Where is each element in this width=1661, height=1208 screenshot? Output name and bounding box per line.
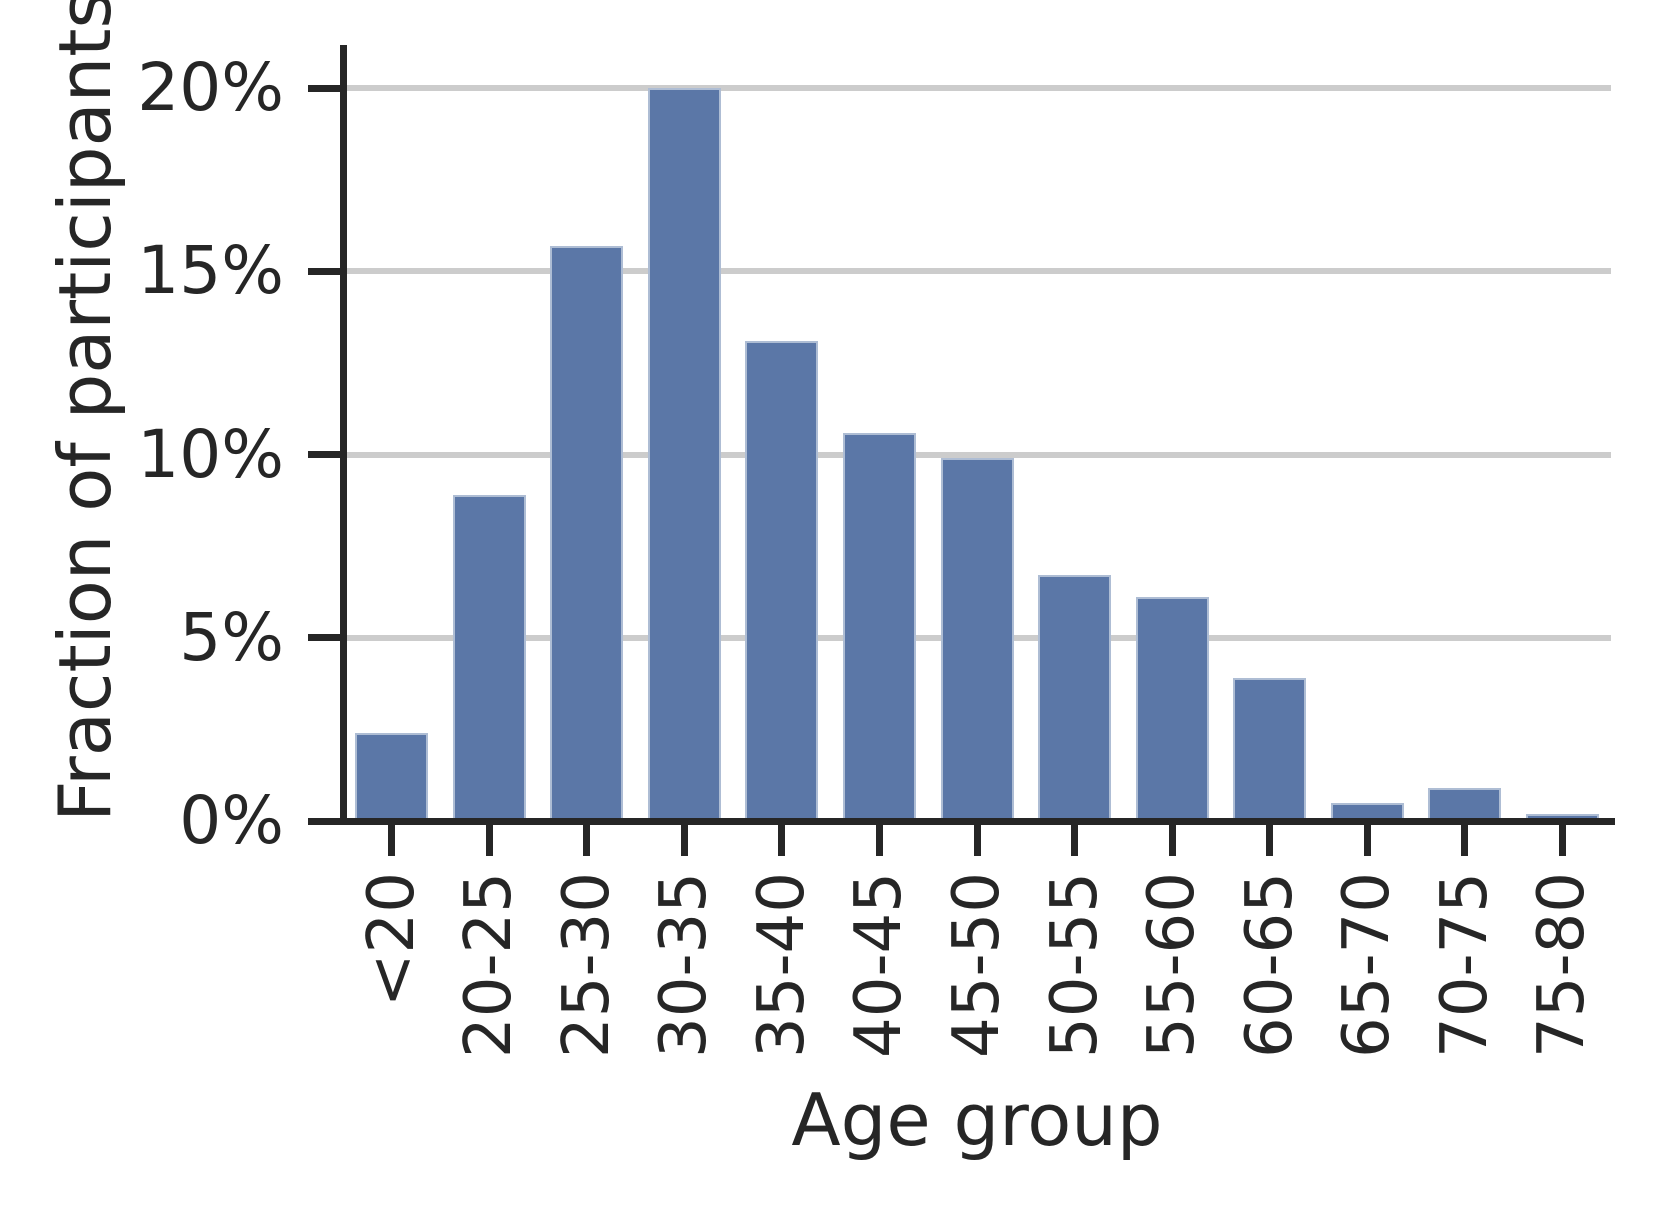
y-tick-mark — [308, 818, 340, 825]
y-tick-label: 0% — [179, 782, 284, 859]
x-tick-label: 45-50 — [940, 872, 1014, 1058]
x-tick-mark — [974, 823, 981, 856]
y-tick-label: 5% — [179, 599, 284, 676]
bar-35-40 — [745, 341, 818, 821]
bar-30-35 — [648, 88, 721, 821]
x-tick-mark — [486, 823, 493, 856]
x-tick-label: 20-25 — [452, 872, 526, 1058]
x-tick-mark — [681, 823, 688, 856]
bar-<20 — [355, 733, 428, 821]
x-tick-mark — [1266, 823, 1273, 856]
x-tick-label: 25-30 — [550, 872, 624, 1058]
bar-45-50 — [941, 458, 1014, 821]
x-tick-mark — [1461, 823, 1468, 856]
x-tick-label: 55-60 — [1135, 872, 1209, 1058]
y-tick-mark — [308, 85, 340, 92]
y-tick-label: 15% — [137, 232, 284, 309]
bar-50-55 — [1038, 575, 1111, 821]
x-tick-mark — [388, 823, 395, 856]
bar-55-60 — [1136, 597, 1209, 821]
x-tick-mark — [1364, 823, 1371, 856]
x-tick-mark — [583, 823, 590, 856]
bar-40-45 — [843, 433, 916, 821]
x-tick-label: 40-45 — [842, 872, 916, 1058]
gridline-10pct — [343, 452, 1611, 458]
gridline-15pct — [343, 268, 1611, 274]
x-tick-label: 50-55 — [1038, 872, 1112, 1058]
bar-25-30 — [550, 246, 623, 821]
x-tick-mark — [876, 823, 883, 856]
bar-70-75 — [1428, 788, 1501, 821]
x-tick-label: <20 — [355, 872, 429, 1008]
x-tick-label: 70-75 — [1428, 872, 1502, 1058]
y-tick-mark — [308, 634, 340, 641]
x-tick-mark — [778, 823, 785, 856]
x-tick-label: 75-80 — [1525, 872, 1599, 1058]
x-tick-label: 65-70 — [1330, 872, 1404, 1058]
bar-75-80 — [1526, 814, 1599, 821]
x-axis-spine — [340, 818, 1615, 825]
x-tick-mark — [1169, 823, 1176, 856]
x-tick-mark — [1071, 823, 1078, 856]
x-axis-title: Age group — [791, 1078, 1163, 1162]
x-tick-label: 60-65 — [1233, 872, 1307, 1058]
bar-60-65 — [1233, 678, 1306, 821]
y-tick-label: 20% — [137, 49, 284, 126]
y-tick-mark — [308, 268, 340, 275]
y-tick-mark — [308, 451, 340, 458]
y-axis-spine — [340, 45, 347, 825]
x-tick-mark — [1559, 823, 1566, 856]
y-tick-label: 10% — [137, 416, 284, 493]
x-tick-label: 30-35 — [647, 872, 721, 1058]
x-tick-label: 35-40 — [745, 872, 819, 1058]
bar-65-70 — [1331, 803, 1404, 821]
gridline-20pct — [343, 85, 1611, 91]
bar-20-25 — [453, 495, 526, 821]
y-axis-title: Fraction of participants — [43, 0, 127, 822]
